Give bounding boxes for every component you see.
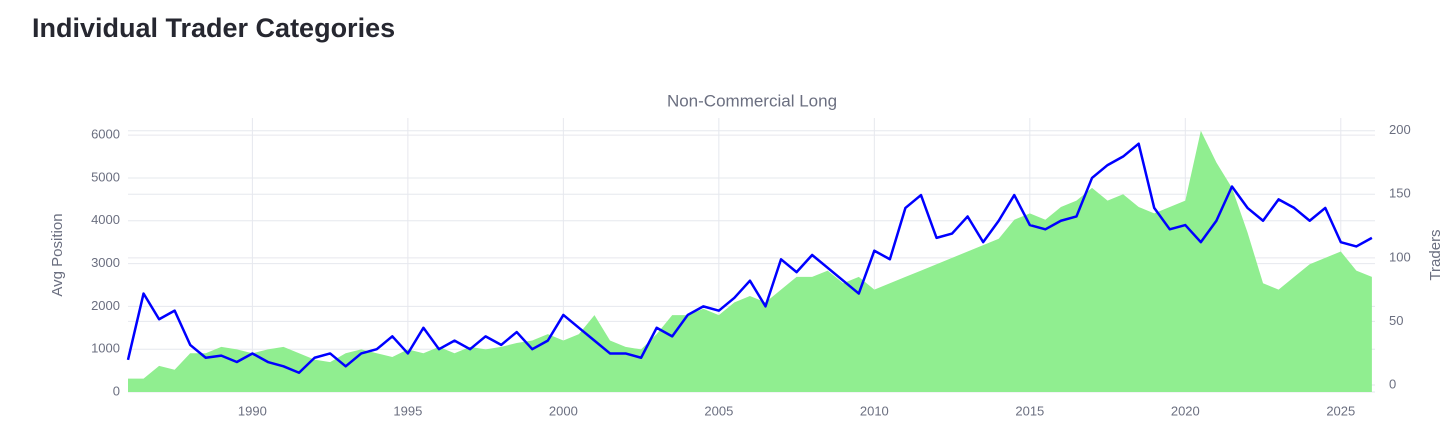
y2-tick-label: 50	[1389, 313, 1403, 328]
x-tick-label: 1990	[238, 403, 267, 418]
x-tick-label: 2000	[549, 403, 578, 418]
trader-area	[128, 130, 1372, 393]
position-line	[126, 142, 1373, 374]
y2-tick-label: 150	[1389, 186, 1411, 201]
y-tick-label: 5000	[91, 169, 120, 184]
y-axis-label: Avg Position	[49, 213, 66, 296]
y-tick-label: 4000	[91, 212, 120, 227]
x-tick-label: 2010	[860, 403, 889, 418]
x-tick-label: 2015	[1015, 403, 1044, 418]
x-tick-label: 2005	[704, 403, 733, 418]
y2-tick-label: 100	[1389, 249, 1411, 264]
y-tick-label: 0	[113, 383, 120, 398]
x-tick-label: 1995	[393, 403, 422, 418]
y-tick-label: 2000	[91, 298, 120, 313]
x-tick-label: 2020	[1171, 403, 1200, 418]
y-tick-label: 6000	[91, 127, 120, 142]
y2-axis-label: Traders	[1427, 229, 1444, 280]
x-tick-label: 2025	[1326, 403, 1355, 418]
y2-tick-label: 200	[1389, 122, 1411, 137]
page-title: Individual Trader Categories	[32, 13, 395, 43]
chart-title: Non-Commercial Long	[667, 91, 837, 110]
y-tick-label: 1000	[91, 341, 120, 356]
y-tick-label: 3000	[91, 255, 120, 270]
y2-tick-label: 0	[1389, 376, 1396, 391]
